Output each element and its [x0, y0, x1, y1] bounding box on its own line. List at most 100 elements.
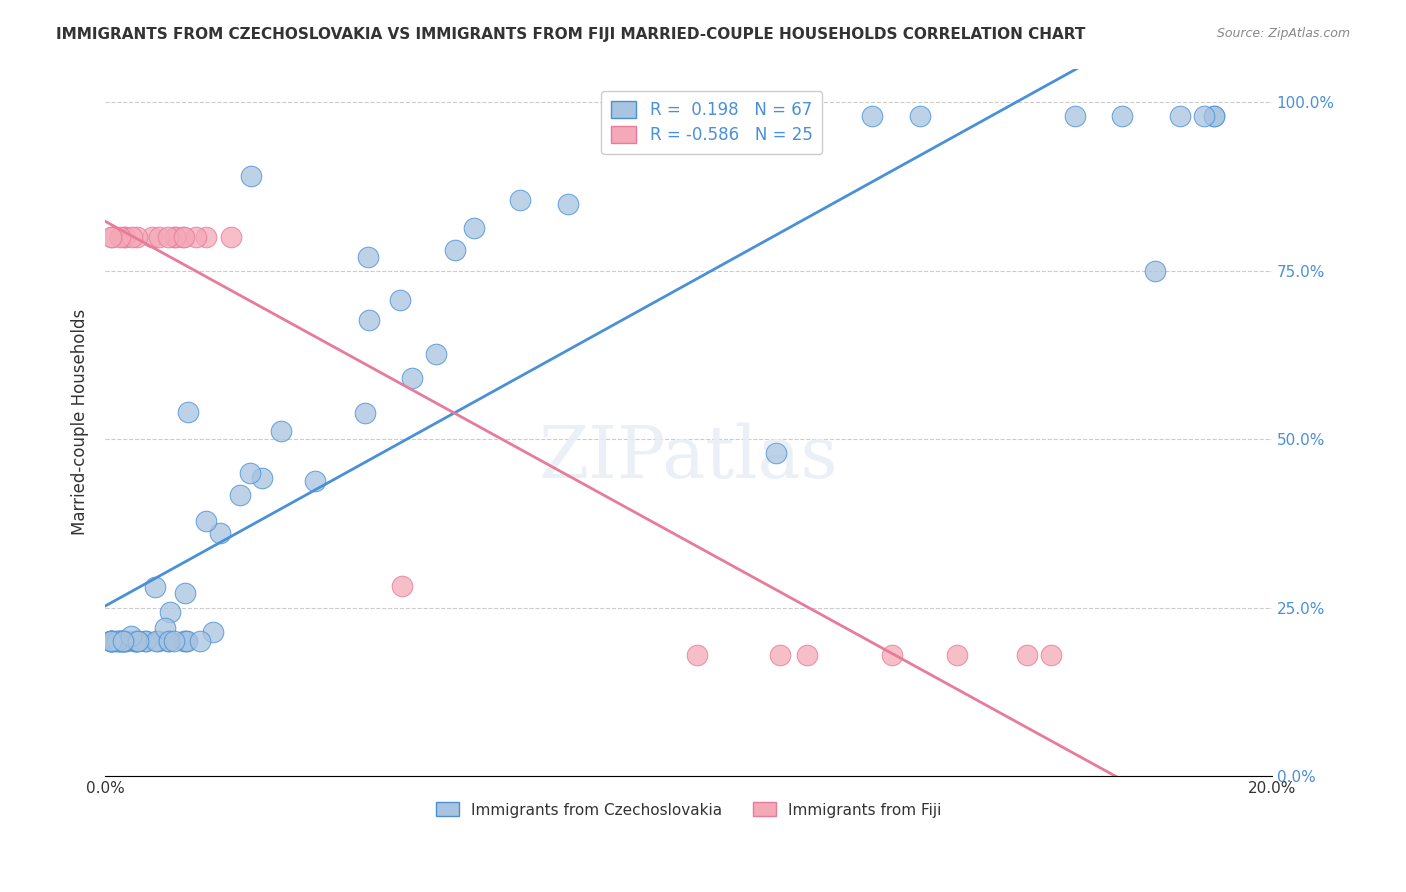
- Point: [172, 230, 194, 244]
- Point: [127, 634, 149, 648]
- Point: [103, 634, 125, 648]
- Point: [100, 634, 122, 648]
- Point: [357, 312, 380, 326]
- Point: [623, 109, 645, 123]
- Point: [401, 371, 423, 385]
- Point: [148, 230, 170, 244]
- Point: [1168, 109, 1191, 123]
- Point: [174, 586, 197, 600]
- Point: [114, 634, 136, 648]
- Point: [796, 648, 818, 662]
- Point: [463, 221, 485, 235]
- Point: [765, 445, 787, 459]
- Point: [107, 634, 129, 648]
- Point: [270, 425, 292, 439]
- Point: [148, 634, 170, 648]
- Point: [391, 579, 413, 593]
- Point: [173, 634, 195, 648]
- Point: [100, 634, 122, 648]
- Point: [686, 648, 709, 662]
- Point: [135, 634, 157, 648]
- Point: [1202, 109, 1225, 123]
- Point: [194, 230, 217, 244]
- Point: [134, 634, 156, 648]
- Point: [111, 634, 134, 648]
- Point: [159, 634, 181, 648]
- Point: [111, 634, 134, 648]
- Point: [250, 470, 273, 484]
- Point: [156, 230, 179, 244]
- Point: [444, 244, 467, 258]
- Point: [112, 634, 135, 648]
- Point: [101, 230, 124, 244]
- Point: [110, 634, 132, 648]
- Point: [114, 230, 136, 244]
- Point: [357, 250, 380, 264]
- Point: [157, 634, 180, 648]
- Point: [1040, 648, 1063, 662]
- Point: [112, 230, 135, 244]
- Point: [239, 466, 262, 480]
- Point: [671, 109, 693, 123]
- Point: [201, 624, 224, 639]
- Point: [946, 648, 969, 662]
- Point: [115, 634, 138, 648]
- Point: [165, 230, 187, 244]
- Point: [153, 621, 176, 635]
- Point: [1064, 109, 1087, 123]
- Point: [100, 634, 122, 648]
- Point: [725, 109, 748, 123]
- Point: [389, 293, 412, 308]
- Point: [145, 634, 167, 648]
- Point: [1202, 109, 1225, 123]
- Point: [141, 230, 163, 244]
- Point: [100, 230, 122, 244]
- Point: [186, 230, 208, 244]
- Point: [209, 525, 232, 540]
- Point: [100, 634, 122, 648]
- Point: [124, 634, 146, 648]
- Text: ZIPatlas: ZIPatlas: [538, 423, 838, 493]
- Y-axis label: Married-couple Households: Married-couple Households: [72, 310, 89, 535]
- Point: [1192, 109, 1215, 123]
- Point: [124, 634, 146, 648]
- Point: [105, 634, 128, 648]
- Point: [163, 634, 186, 648]
- Point: [177, 405, 200, 419]
- Point: [108, 634, 131, 648]
- Text: IMMIGRANTS FROM CZECHOSLOVAKIA VS IMMIGRANTS FROM FIJI MARRIED-COUPLE HOUSEHOLDS: IMMIGRANTS FROM CZECHOSLOVAKIA VS IMMIGR…: [56, 27, 1085, 42]
- Point: [1144, 263, 1167, 277]
- Point: [1017, 648, 1039, 662]
- Point: [125, 634, 148, 648]
- Point: [354, 406, 377, 420]
- Point: [860, 109, 883, 123]
- Point: [173, 230, 195, 244]
- Point: [120, 628, 142, 642]
- Point: [304, 474, 326, 488]
- Point: [100, 634, 122, 648]
- Point: [121, 230, 143, 244]
- Point: [509, 193, 531, 207]
- Point: [176, 634, 198, 648]
- Point: [143, 580, 166, 594]
- Point: [221, 230, 243, 244]
- Point: [125, 634, 148, 648]
- Point: [127, 230, 149, 244]
- Point: [174, 634, 197, 648]
- Point: [769, 648, 792, 662]
- Point: [425, 347, 447, 361]
- Point: [188, 634, 211, 648]
- Legend: Immigrants from Czechoslovakia, Immigrants from Fiji: Immigrants from Czechoslovakia, Immigran…: [429, 795, 949, 825]
- Point: [631, 109, 654, 123]
- Point: [108, 634, 131, 648]
- Text: Source: ZipAtlas.com: Source: ZipAtlas.com: [1216, 27, 1350, 40]
- Point: [557, 197, 579, 211]
- Point: [229, 488, 252, 502]
- Point: [159, 605, 181, 619]
- Point: [240, 169, 263, 184]
- Point: [165, 230, 187, 244]
- Point: [908, 109, 931, 123]
- Point: [195, 514, 218, 528]
- Point: [1111, 109, 1133, 123]
- Point: [108, 230, 131, 244]
